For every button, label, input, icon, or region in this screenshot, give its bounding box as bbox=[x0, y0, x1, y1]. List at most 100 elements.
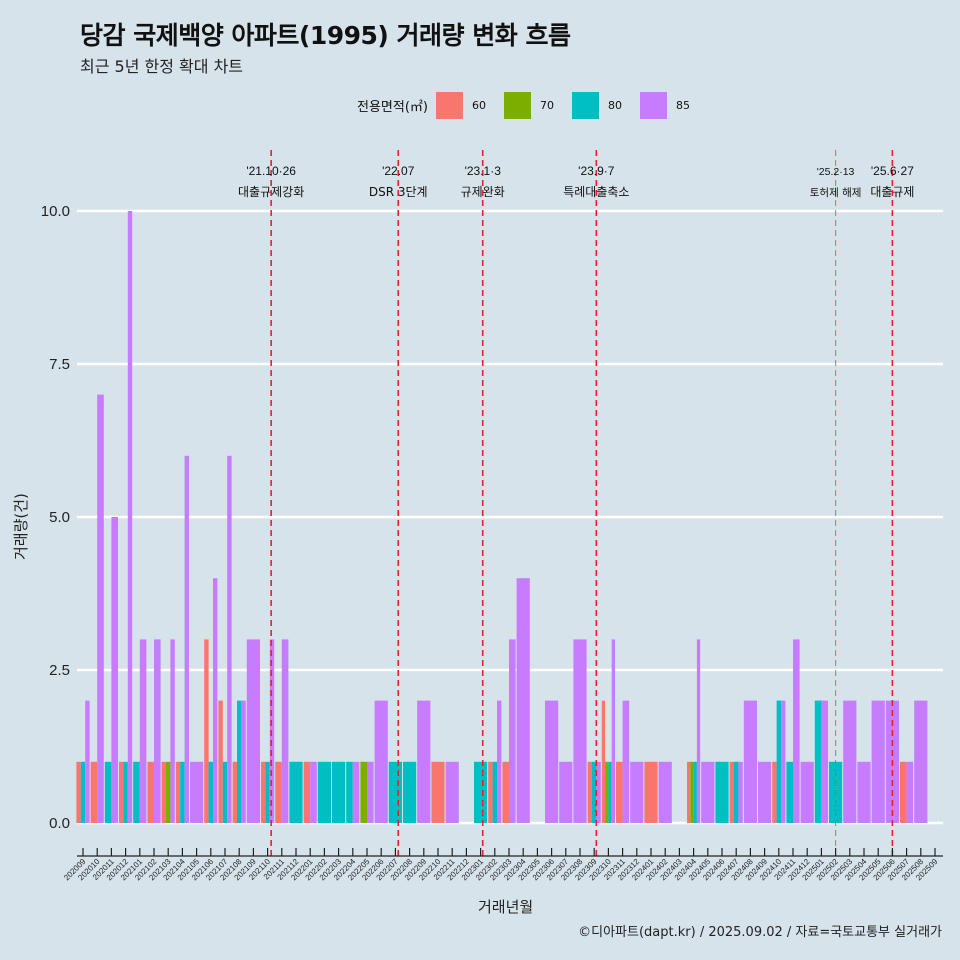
legend-key-85 bbox=[639, 92, 667, 119]
event-text-label: DSR 3단계 bbox=[369, 185, 428, 199]
source-footer: ©디아파트(dapt.kr) / 2025.09.02 / 자료=국토교통부 실… bbox=[578, 925, 942, 940]
legend-key-70 bbox=[503, 92, 531, 119]
legend-key-80 bbox=[571, 92, 599, 119]
bar-202204-80 bbox=[346, 761, 353, 823]
bar-202110-85 bbox=[269, 639, 275, 823]
event-text-label: 토허제 해제 bbox=[810, 186, 862, 199]
bar-202311-85 bbox=[622, 700, 630, 823]
annotations: '21.10·26 대출규제강화 '22.07 DSR 3단계 '23.1·3 규제완화 '… bbox=[238, 164, 914, 199]
event-date-label: '22.07 bbox=[382, 164, 415, 178]
legend-label-60: 60 bbox=[471, 99, 486, 112]
bar-202310-80 bbox=[608, 761, 612, 823]
legend-key-60 bbox=[435, 92, 463, 119]
bar-202405-85 bbox=[701, 761, 715, 823]
bar-202410-60 bbox=[772, 761, 777, 823]
bar-202302-80 bbox=[492, 761, 497, 823]
bar-202406-80 bbox=[715, 761, 729, 823]
legend-title: 전용면적(㎡) bbox=[357, 100, 428, 115]
bar-202106-60 bbox=[204, 639, 209, 823]
bar-202206-85 bbox=[374, 700, 388, 823]
bar-202201-60 bbox=[303, 761, 311, 823]
bar-202309-80 bbox=[592, 761, 597, 823]
bar-202205-70 bbox=[360, 761, 367, 823]
bar-202106-85 bbox=[213, 578, 218, 823]
bar-202504-85 bbox=[857, 761, 871, 823]
bar-202108-60 bbox=[232, 761, 237, 823]
bar-202311-60 bbox=[616, 761, 623, 823]
bar-202301-80 bbox=[474, 761, 488, 823]
bar-202207-80 bbox=[388, 761, 402, 823]
bar-202107-85 bbox=[227, 455, 232, 823]
event-date-label: '23.1·3 bbox=[465, 164, 502, 178]
bar-202104-60 bbox=[175, 761, 181, 823]
legend-label-80: 80 bbox=[607, 99, 622, 112]
y-tick-label: 0.0 bbox=[49, 815, 70, 832]
event-text-label: 대출규제 bbox=[870, 185, 914, 199]
bar-202110-80 bbox=[265, 761, 270, 823]
bar-202101-80 bbox=[133, 761, 140, 823]
bar-202205-85 bbox=[367, 761, 374, 823]
bar-202011-85 bbox=[111, 517, 118, 823]
bar-202309-60 bbox=[587, 761, 592, 823]
bar-202310-60 bbox=[601, 700, 606, 823]
bar-202304-85 bbox=[516, 578, 530, 823]
bar-202412-85 bbox=[800, 761, 814, 823]
y-tick-label: 7.5 bbox=[49, 356, 70, 373]
bar-202105-85 bbox=[190, 761, 204, 823]
y-axis-ticks: 0.0 2.5 5.0 7.5 10.0 bbox=[41, 203, 70, 832]
event-text-label: 특례대출축소 bbox=[563, 185, 629, 199]
bar-202103-60 bbox=[161, 761, 166, 823]
bar-202302-85 bbox=[497, 700, 502, 823]
event-date-label: '25.2·13 bbox=[817, 166, 855, 178]
x-axis-title: 거래년월 bbox=[478, 898, 534, 916]
bar-202104-85 bbox=[184, 455, 189, 823]
event-text-label: 규제완화 bbox=[461, 185, 505, 199]
bar-202508-85 bbox=[914, 700, 928, 823]
bar-202407-60 bbox=[729, 761, 734, 823]
bar-202310-85 bbox=[611, 639, 615, 823]
bar-202108-80 bbox=[237, 700, 242, 823]
bar-202401-60 bbox=[644, 761, 658, 823]
bar-202407-80 bbox=[734, 761, 739, 823]
event-lines bbox=[270, 150, 894, 856]
bar-202408-85 bbox=[743, 700, 757, 823]
bar-202102-85 bbox=[154, 639, 161, 823]
bars bbox=[76, 211, 928, 823]
bar-202501-80 bbox=[814, 700, 822, 823]
chart-title: 당감 국제백양 아파트(1995) 거래량 변화 흐름 bbox=[80, 21, 571, 50]
bar-202507-60 bbox=[900, 761, 907, 823]
y-axis-title: 거래량(건) bbox=[12, 493, 30, 560]
bar-202501-85 bbox=[821, 700, 828, 823]
bar-202505-85 bbox=[871, 700, 885, 823]
bar-202503-85 bbox=[843, 700, 857, 823]
bar-202107-60 bbox=[218, 700, 223, 823]
bar-202104-80 bbox=[180, 761, 185, 823]
bar-202012-85 bbox=[127, 211, 133, 823]
bar-202410-80 bbox=[776, 700, 781, 823]
bar-202111-60 bbox=[275, 761, 282, 823]
bar-202009-85 bbox=[85, 700, 90, 823]
bar-202303-60 bbox=[502, 761, 509, 823]
bar-202103-70 bbox=[166, 761, 171, 823]
bar-202409-85 bbox=[758, 761, 772, 823]
legend-label-70: 70 bbox=[539, 99, 554, 112]
legend: 전용면적(㎡) 60 70 80 85 bbox=[357, 92, 708, 119]
bar-202312-85 bbox=[630, 761, 644, 823]
bar-202103-85 bbox=[170, 639, 175, 823]
bar-202204-85 bbox=[352, 761, 360, 823]
bar-202211-85 bbox=[445, 761, 459, 823]
bar-202110-60 bbox=[261, 761, 266, 823]
bar-202411-85 bbox=[793, 639, 800, 823]
bar-202310-70 bbox=[605, 761, 609, 823]
bar-202010-60 bbox=[90, 761, 98, 823]
event-text-label: 대출규제강화 bbox=[238, 185, 304, 199]
bar-202111-85 bbox=[281, 639, 289, 823]
bar-202411-80 bbox=[786, 761, 793, 823]
event-date-label: '23.9·7 bbox=[578, 164, 615, 178]
bar-202012-60 bbox=[119, 761, 124, 823]
bar-202404-60 bbox=[687, 761, 691, 823]
bar-202302-60 bbox=[488, 761, 493, 823]
y-tick-label: 5.0 bbox=[49, 509, 70, 526]
y-tick-label: 2.5 bbox=[49, 662, 70, 679]
